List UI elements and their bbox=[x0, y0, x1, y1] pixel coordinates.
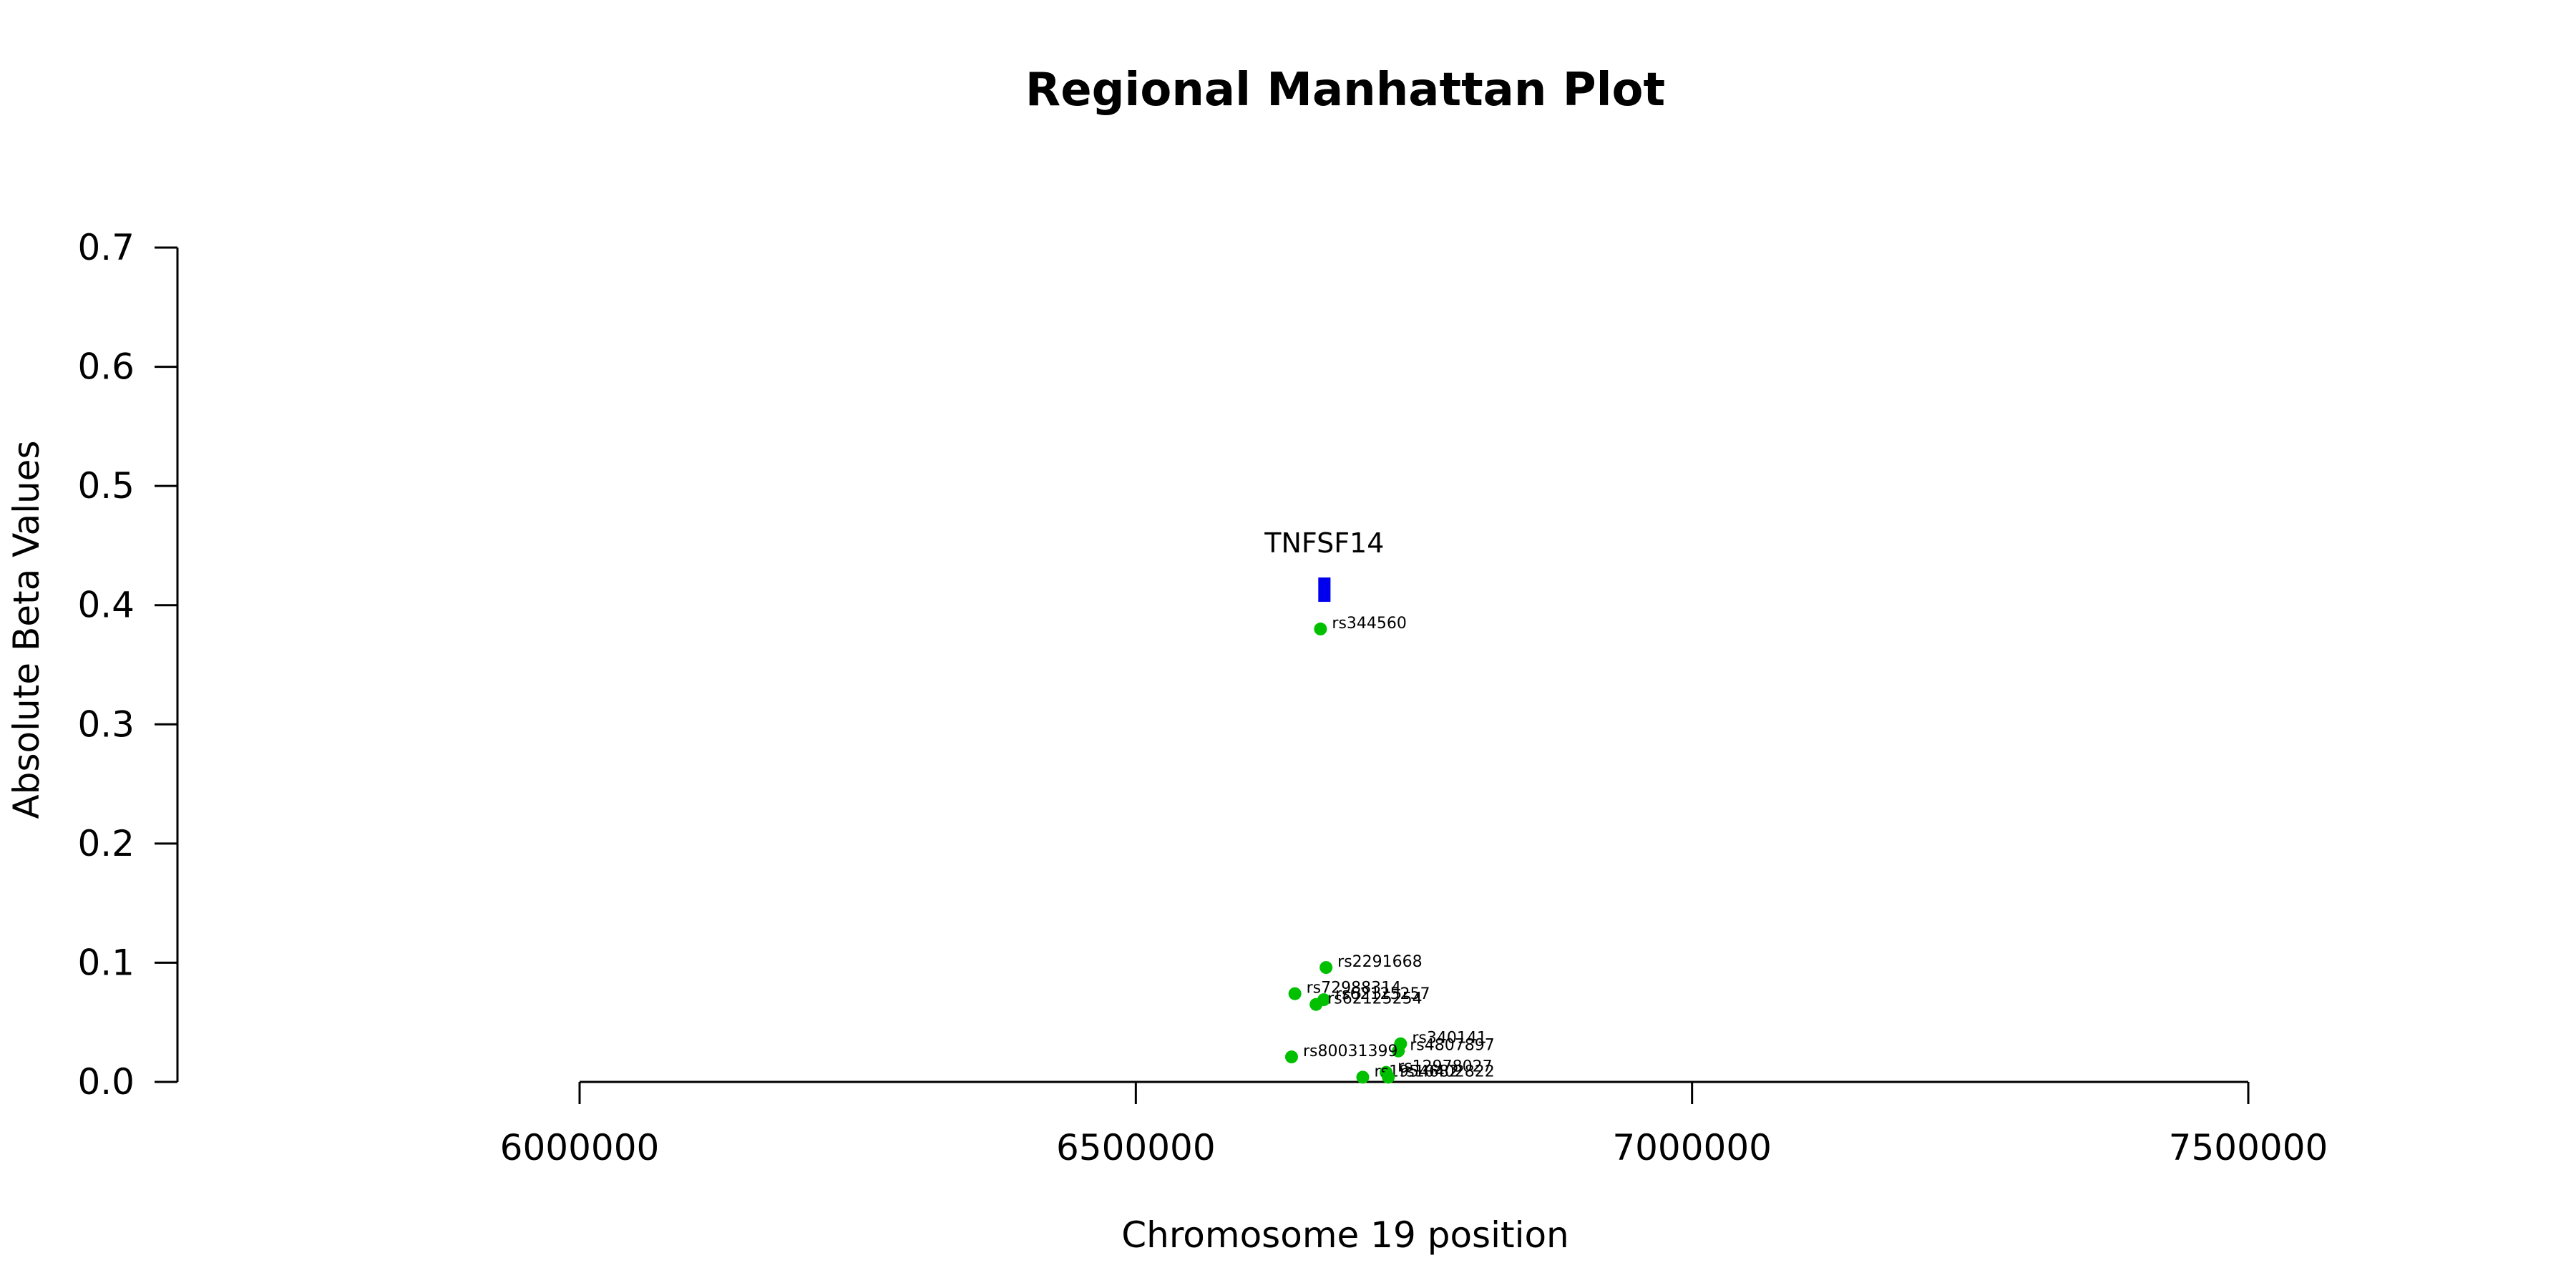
x-tick-label: 6000000 bbox=[500, 1127, 660, 1169]
snp-point bbox=[1392, 1044, 1405, 1058]
gene-label: TNFSF14 bbox=[1264, 527, 1384, 559]
snp-label: rs62125254 bbox=[1327, 990, 1422, 1008]
y-tick-label: 0.0 bbox=[77, 1061, 135, 1103]
snp-label: rs340141 bbox=[1412, 1030, 1487, 1048]
snp-label: rs344560 bbox=[1332, 615, 1407, 633]
gene-bar bbox=[1318, 577, 1331, 602]
y-tick-label: 0.5 bbox=[77, 465, 135, 507]
y-tick-label: 0.2 bbox=[77, 823, 135, 864]
snp-points: rs344560rs2291668rs72988314rs62125257rs6… bbox=[1284, 615, 1495, 1084]
y-tick-label: 0.7 bbox=[77, 227, 135, 268]
x-tick-label: 7000000 bbox=[1612, 1127, 1772, 1169]
snp-label: rs80031399 bbox=[1303, 1043, 1397, 1060]
snp-label: rs2291668 bbox=[1337, 953, 1423, 971]
snp-point bbox=[1284, 1050, 1298, 1064]
y-tick-label: 0.1 bbox=[77, 942, 135, 983]
snp-point bbox=[1314, 623, 1327, 636]
snp-point bbox=[1288, 987, 1302, 1000]
snp-label: rs62125257 bbox=[1335, 985, 1430, 1003]
y-tick-label: 0.6 bbox=[77, 346, 135, 388]
y-tick-label: 0.4 bbox=[77, 585, 135, 626]
snp-point bbox=[1319, 961, 1333, 975]
snp-label: rs4807897 bbox=[1410, 1037, 1495, 1055]
y-axis-label: Absolute Beta Values bbox=[6, 441, 47, 819]
snp-label: rs10402822 bbox=[1400, 1063, 1494, 1080]
snp-point bbox=[1309, 997, 1323, 1011]
snp-label: rs12978027 bbox=[1397, 1058, 1492, 1076]
x-axis: 6000000 6500000 7000000 7500000 bbox=[500, 1080, 2328, 1169]
gene-layer: TNFSF14 bbox=[1264, 527, 1384, 602]
chart-title: Regional Manhattan Plot bbox=[1025, 64, 1665, 117]
snp-point bbox=[1382, 1070, 1395, 1084]
x-tick-label: 7500000 bbox=[2169, 1127, 2328, 1169]
x-axis-label: Chromosome 19 position bbox=[1121, 1214, 1569, 1256]
y-tick-label: 0.3 bbox=[77, 703, 135, 745]
x-tick-label: 6500000 bbox=[1056, 1127, 1216, 1169]
y-axis: 0.0 0.1 0.2 0.3 0.4 0.5 0.6 0.7 bbox=[77, 227, 179, 1103]
snp-point bbox=[1356, 1070, 1370, 1084]
